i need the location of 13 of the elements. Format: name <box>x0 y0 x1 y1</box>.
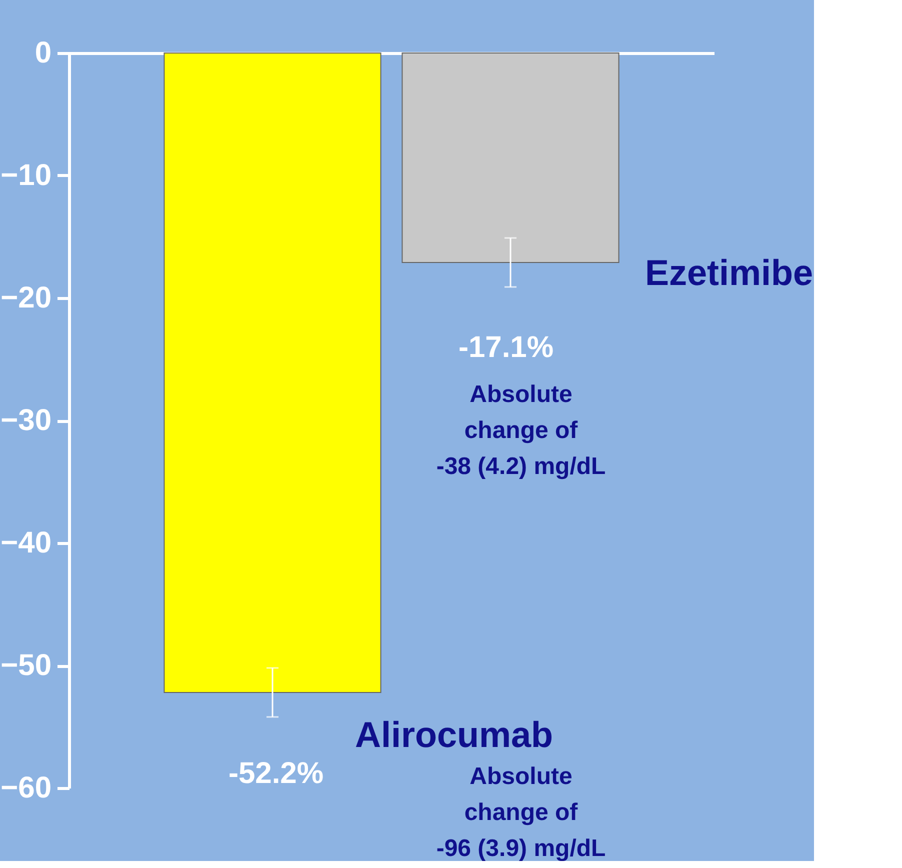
y-tick-label: 0 <box>34 36 52 70</box>
annotation: Absolute change of -96 (3.9) mg/dL <box>436 763 606 862</box>
y-tick-label: −50 <box>0 649 52 682</box>
y-tick-label: −10 <box>0 159 52 192</box>
series-label: Alirocumab <box>354 714 554 755</box>
data-label: -52.2% <box>228 757 324 790</box>
annotation: Absolute change of -38 (4.2) mg/dL <box>436 381 606 480</box>
series-label: Ezetimibe <box>644 252 814 293</box>
y-tick-label: −20 <box>0 282 52 314</box>
y-tick-label: −30 <box>0 404 52 437</box>
data-label: -17.1% <box>458 331 554 364</box>
y-tick-label: −60 <box>0 772 52 804</box>
y-tick-label: −40 <box>0 526 52 560</box>
